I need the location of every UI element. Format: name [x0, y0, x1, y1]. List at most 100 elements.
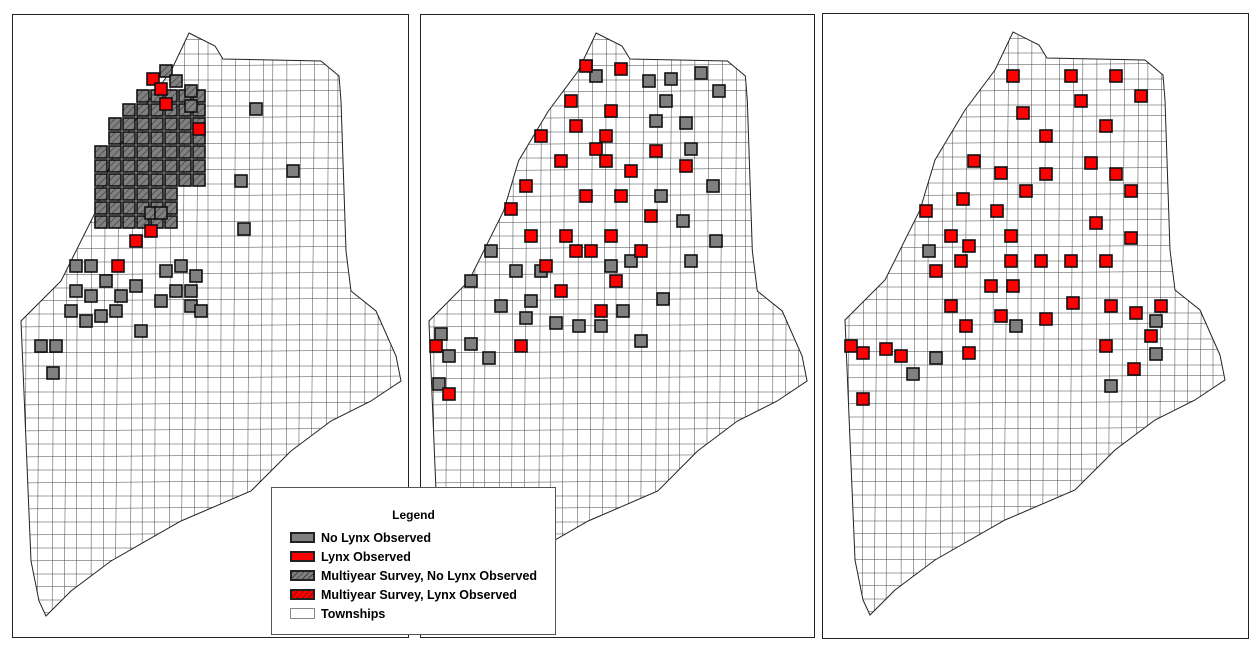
survey-cell-multiyear-no-lynx	[136, 145, 150, 159]
survey-cell-multiyear-no-lynx	[164, 187, 178, 201]
survey-cell-lynx	[959, 319, 973, 333]
maine-map-3	[844, 31, 1226, 616]
survey-cell-multiyear-no-lynx	[94, 173, 108, 187]
survey-cell-no-lynx	[84, 289, 98, 303]
survey-cell-multiyear-no-lynx	[108, 145, 122, 159]
survey-cell-no-lynx	[249, 102, 263, 116]
survey-cell-lynx	[519, 179, 533, 193]
survey-cell-multiyear-no-lynx	[122, 173, 136, 187]
survey-cell-no-lynx	[519, 311, 533, 325]
survey-cell-lynx	[929, 264, 943, 278]
survey-cell-lynx	[429, 339, 443, 353]
survey-cell-no-lynx	[184, 284, 198, 298]
legend-item-lynx: Lynx Observed	[290, 547, 555, 566]
survey-cell-lynx	[569, 119, 583, 133]
survey-cell-multiyear-no-lynx	[108, 117, 122, 131]
survey-cell-no-lynx	[664, 72, 678, 86]
survey-cell-no-lynx	[594, 319, 608, 333]
survey-cell-lynx	[1084, 156, 1098, 170]
legend-item-no-lynx: No Lynx Observed	[290, 528, 555, 547]
survey-cell-no-lynx	[79, 314, 93, 328]
survey-cell-no-lynx	[656, 292, 670, 306]
swatch-multiyear-no-lynx	[290, 570, 315, 581]
survey-cell-lynx	[1074, 94, 1088, 108]
legend-label: Multiyear Survey, Lynx Observed	[321, 587, 517, 602]
survey-cell-lynx	[1127, 362, 1141, 376]
survey-cell-multiyear-no-lynx	[108, 215, 122, 229]
survey-cell-lynx	[1124, 231, 1138, 245]
survey-cell-multiyear-no-lynx	[94, 187, 108, 201]
survey-cell-lynx	[1016, 106, 1030, 120]
survey-cell-no-lynx	[634, 334, 648, 348]
survey-cell-no-lynx	[694, 66, 708, 80]
map-panel-3	[822, 13, 1249, 639]
survey-cell-multiyear-no-lynx	[178, 145, 192, 159]
survey-cell-lynx	[962, 239, 976, 253]
survey-cell-multiyear-no-lynx	[164, 215, 178, 229]
survey-cell-lynx	[956, 192, 970, 206]
survey-cell-multiyear-no-lynx	[164, 117, 178, 131]
survey-cell-lynx	[559, 229, 573, 243]
survey-cell-no-lynx	[84, 259, 98, 273]
survey-cell-lynx	[146, 72, 160, 86]
survey-cell-multiyear-no-lynx	[159, 64, 173, 78]
survey-cell-multiyear-no-lynx	[122, 131, 136, 145]
survey-cell-lynx	[589, 142, 603, 156]
survey-cell-no-lynx	[1149, 314, 1163, 328]
survey-cell-no-lynx	[679, 116, 693, 130]
survey-cell-lynx	[539, 259, 553, 273]
survey-cell-lynx	[984, 279, 998, 293]
survey-cell-no-lynx	[922, 244, 936, 258]
survey-cell-no-lynx	[524, 294, 538, 308]
survey-cell-no-lynx	[194, 304, 208, 318]
survey-cell-no-lynx	[464, 337, 478, 351]
survey-cell-lynx	[554, 154, 568, 168]
survey-cell-lynx	[644, 209, 658, 223]
survey-cell-no-lynx	[616, 304, 630, 318]
survey-cell-lynx	[1064, 254, 1078, 268]
survey-cell-lynx	[564, 94, 578, 108]
survey-cell-no-lynx	[434, 327, 448, 341]
survey-cell-lynx	[1099, 339, 1113, 353]
survey-cell-no-lynx	[649, 114, 663, 128]
survey-cell-no-lynx	[189, 269, 203, 283]
legend-item-townships: Townships	[290, 604, 555, 623]
legend-title: Legend	[392, 508, 435, 522]
survey-cell-lynx	[1134, 89, 1148, 103]
survey-cell-lynx	[879, 342, 893, 356]
survey-cell-lynx	[1006, 69, 1020, 83]
survey-cell-lynx	[856, 392, 870, 406]
survey-cell-lynx	[1099, 119, 1113, 133]
survey-cell-lynx	[1066, 296, 1080, 310]
survey-cell-lynx	[504, 202, 518, 216]
survey-cell-no-lynx	[109, 304, 123, 318]
survey-cell-no-lynx	[464, 274, 478, 288]
survey-cell-multiyear-no-lynx	[94, 201, 108, 215]
survey-cell-no-lynx	[286, 164, 300, 178]
survey-cell-lynx	[1104, 299, 1118, 313]
survey-cell-lynx	[584, 244, 598, 258]
survey-cell-no-lynx	[1009, 319, 1023, 333]
survey-cell-lynx	[962, 346, 976, 360]
survey-cell-multiyear-no-lynx	[136, 187, 150, 201]
legend-label: No Lynx Observed	[321, 530, 431, 545]
survey-cell-lynx	[1039, 312, 1053, 326]
survey-cell-no-lynx	[129, 279, 143, 293]
survey-cell-lynx	[442, 387, 456, 401]
survey-cell-lynx	[1124, 184, 1138, 198]
survey-cell-no-lynx	[234, 174, 248, 188]
survey-cell-no-lynx	[709, 234, 723, 248]
survey-cell-no-lynx	[906, 367, 920, 381]
survey-cell-lynx	[594, 304, 608, 318]
swatch-multiyear-lynx	[290, 589, 315, 600]
survey-cell-lynx	[192, 122, 206, 136]
survey-cell-multiyear-no-lynx	[136, 103, 150, 117]
survey-cell-lynx	[614, 189, 628, 203]
survey-cell-multiyear-no-lynx	[136, 173, 150, 187]
survey-cell-multiyear-no-lynx	[164, 159, 178, 173]
survey-cell-lynx	[129, 234, 143, 248]
survey-cell-no-lynx	[154, 294, 168, 308]
survey-cell-no-lynx	[684, 254, 698, 268]
survey-cell-no-lynx	[549, 316, 563, 330]
survey-cell-lynx	[604, 104, 618, 118]
